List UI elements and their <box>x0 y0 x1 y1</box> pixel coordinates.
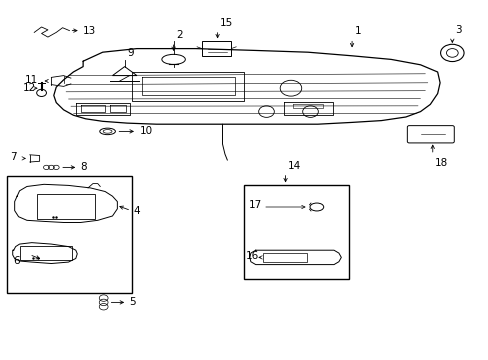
Bar <box>202 41 231 56</box>
Bar <box>243 185 348 279</box>
Text: 8: 8 <box>81 162 87 172</box>
Text: 7: 7 <box>10 152 17 162</box>
Text: 18: 18 <box>434 158 447 168</box>
Text: 2: 2 <box>176 30 183 40</box>
Bar <box>37 194 95 219</box>
Text: 13: 13 <box>83 26 96 36</box>
Text: 15: 15 <box>220 18 233 28</box>
Text: 10: 10 <box>139 126 152 136</box>
Text: 6: 6 <box>14 256 20 266</box>
Text: 11: 11 <box>24 75 38 85</box>
Text: 12: 12 <box>23 83 36 93</box>
Bar <box>7 176 132 293</box>
Text: 14: 14 <box>287 161 301 171</box>
Bar <box>263 253 306 262</box>
Text: 17: 17 <box>248 200 261 210</box>
Text: 4: 4 <box>133 206 140 216</box>
Text: 1: 1 <box>354 26 361 36</box>
Text: 5: 5 <box>129 297 136 307</box>
Text: 16: 16 <box>245 251 259 261</box>
Text: 3: 3 <box>454 25 461 35</box>
Bar <box>20 246 72 260</box>
Text: 9: 9 <box>127 48 134 58</box>
